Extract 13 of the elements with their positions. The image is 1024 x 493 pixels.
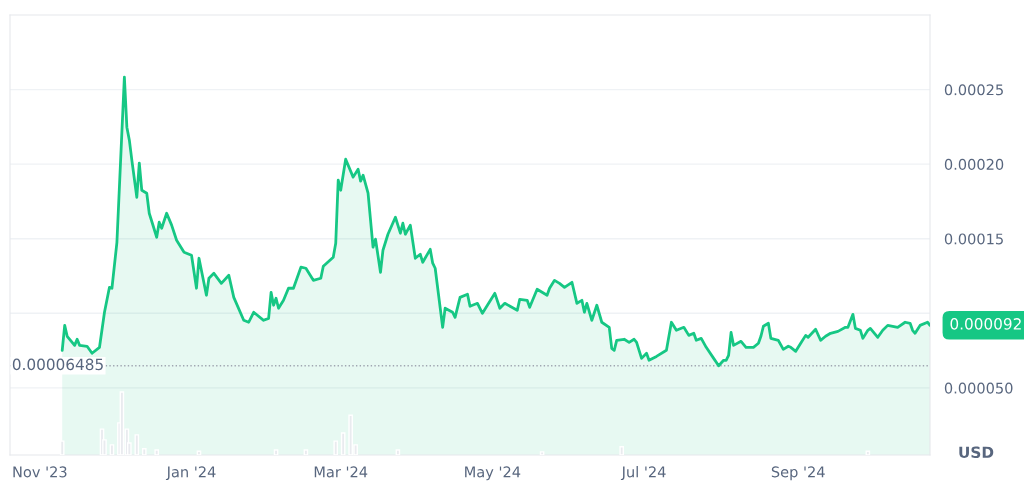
y-axis-title: USD [959,446,994,459]
x-tick-label: Mar '24 [314,466,368,478]
x-tick-label: Sep '24 [771,466,825,481]
y-tick-label: 0.00020 [944,158,1004,170]
ref-line-label: 0.00006485 [12,358,103,371]
x-tick-label: Nov '23 [13,466,67,478]
y-tick-label: 0.00025 [944,84,1003,96]
y-tick-label: 0.00015 [944,233,1003,245]
x-tick-label: May '24 [465,466,521,481]
y-tick-label: 0.000050 [944,382,1013,394]
x-tick-label: Jan '24 [165,466,216,481]
annotation: 0.000092 [950,318,1021,330]
x-tick-label: Jul '24 [620,466,666,481]
